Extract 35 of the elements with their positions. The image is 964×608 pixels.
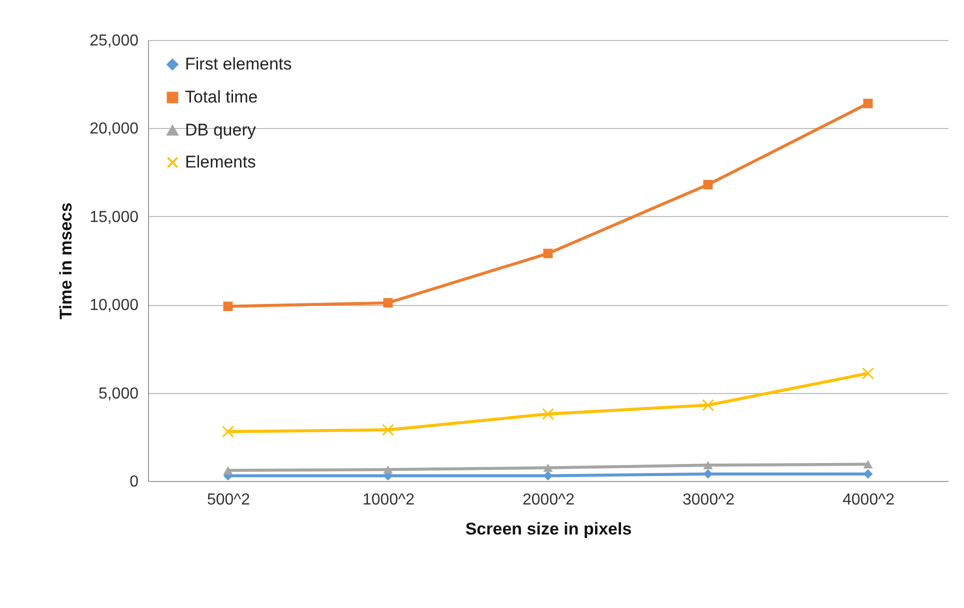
y-tick-label: 10,000 (90, 297, 139, 314)
y-tick-label: 15,000 (90, 208, 139, 226)
point (863, 460, 873, 468)
point (543, 470, 553, 480)
point (862, 367, 874, 380)
point (382, 424, 394, 436)
legend-label: Total time (185, 88, 258, 106)
legend-label: DB query (185, 120, 256, 140)
x-axis-title: Screen size in pixels (465, 520, 632, 538)
point (223, 466, 233, 475)
point (543, 464, 553, 472)
y-tick-label: 25,000 (90, 32, 139, 50)
point (542, 408, 554, 420)
y-axis-title: Time in msecs (56, 202, 76, 320)
point (703, 461, 713, 470)
x-tick-label: 4000^2 (842, 492, 895, 508)
legend-label: Elements (185, 152, 256, 172)
point (863, 469, 873, 479)
point (702, 399, 714, 412)
point (223, 302, 233, 312)
x-tick-label: 500^2 (206, 492, 250, 508)
point (383, 298, 393, 308)
y-tick-label: 0 (130, 474, 139, 490)
x-tick-label: 1000^2 (362, 492, 415, 508)
point (543, 248, 553, 258)
y-tick-label: 5,000 (98, 385, 139, 402)
point (703, 469, 713, 479)
x-tick-label: 2000^2 (522, 492, 575, 508)
x-tick-label: 3000^2 (682, 492, 735, 508)
point (863, 98, 873, 108)
y-tick-label: 20,000 (90, 120, 139, 138)
point (703, 180, 713, 190)
point (383, 465, 393, 474)
legend-label: First elements (185, 54, 292, 74)
point (222, 426, 234, 438)
